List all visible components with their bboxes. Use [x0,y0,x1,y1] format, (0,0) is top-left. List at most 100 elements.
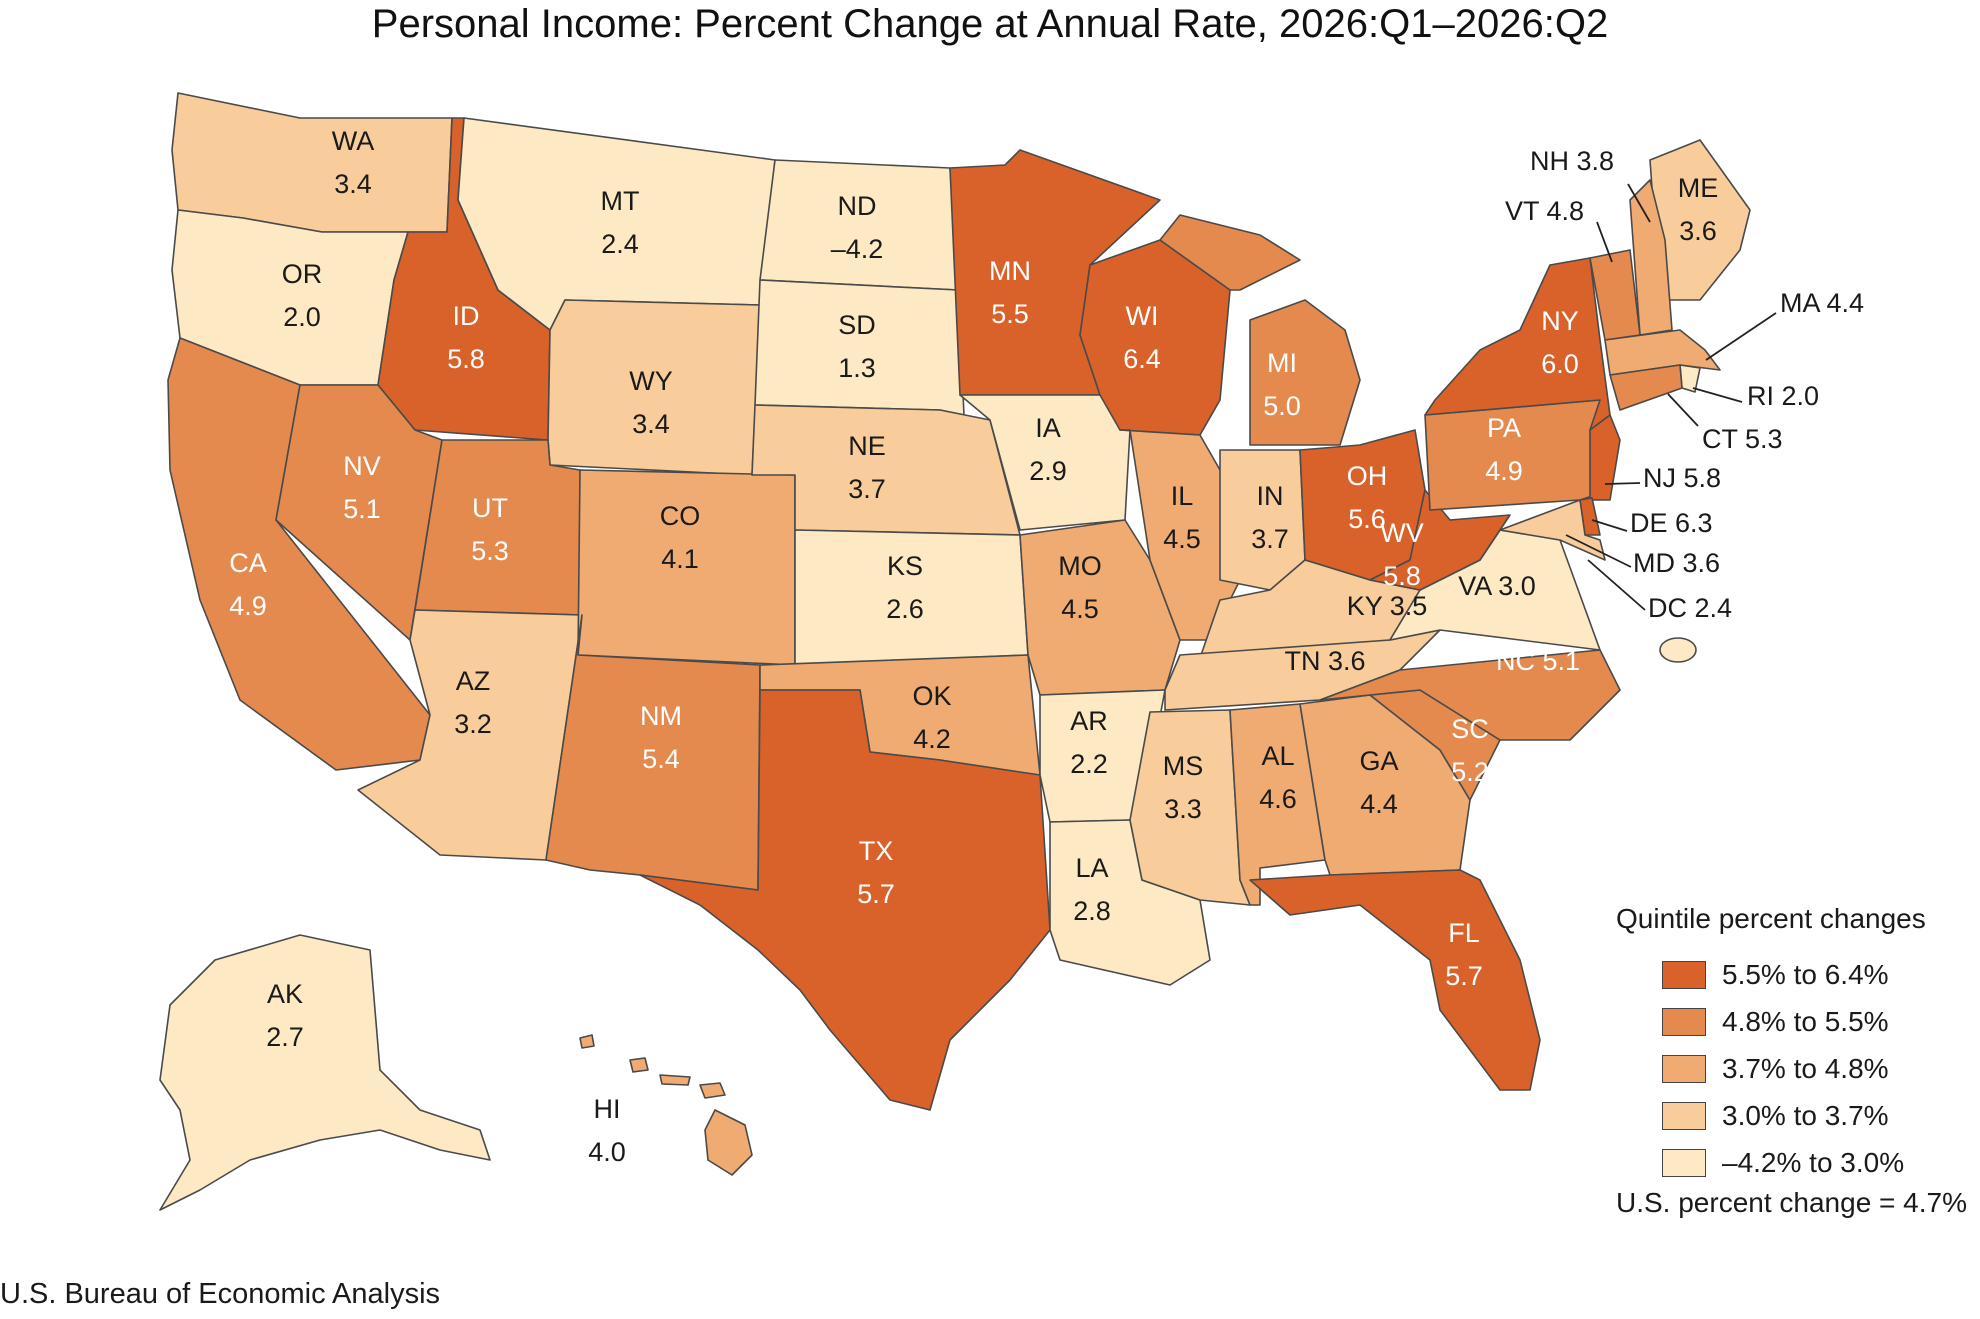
state-hi-part-4 [699,1082,726,1099]
state-label-va: VA 3.0 [1458,571,1536,601]
state-value-ia: 2.9 [1029,456,1067,486]
state-label-tn: TN 3.6 [1284,646,1365,676]
state-label-me: ME [1678,173,1719,203]
state-label-nv: NV [343,451,381,481]
state-value-az: 3.2 [454,709,492,739]
state-callout-ri: RI 2.0 [1747,381,1819,411]
state-value-nm: 5.4 [642,744,680,774]
legend-item: 5.5% to 6.4% [1662,958,1889,992]
state-value-ne: 3.7 [848,474,886,504]
state-label-wi: WI [1126,301,1159,331]
state-fl [1249,869,1541,1091]
state-callout-ma: MA 4.4 [1780,288,1864,318]
state-label-la: LA [1075,853,1108,883]
state-label-ar: AR [1070,706,1108,736]
state-value-fl: 5.7 [1445,961,1483,991]
state-label-ak: AK [267,979,303,1009]
state-value-nd: –4.2 [831,234,884,264]
state-label-mi: MI [1267,348,1297,378]
state-value-id: 5.8 [447,344,485,374]
state-value-ok: 4.2 [913,724,951,754]
state-value-ar: 2.2 [1070,749,1108,779]
state-nc [1319,649,1621,741]
state-mo [1019,519,1181,696]
state-value-sd: 1.3 [838,353,876,383]
state-callout-vt: VT 4.8 [1505,196,1584,226]
state-hi-part-5 [704,1109,753,1176]
state-md [1499,499,1606,561]
state-value-oh: 5.6 [1348,504,1386,534]
legend-title: Quintile percent changes [1616,903,1926,934]
state-value-hi: 4.0 [588,1137,626,1167]
state-ny [1424,257,1611,431]
state-callout-nj: NJ 5.8 [1643,463,1721,493]
legend-item: 3.0% to 3.7% [1662,1099,1889,1133]
state-value-me: 3.6 [1679,216,1717,246]
state-label-ks: KS [887,551,923,581]
state-value-al: 4.6 [1259,784,1297,814]
state-value-sc: 5.2 [1451,757,1489,787]
state-value-ks: 2.6 [886,594,924,624]
legend-label: 3.0% to 3.7% [1722,1100,1889,1131]
state-label-ut: UT [472,493,508,523]
state-label-ga: GA [1359,746,1398,776]
state-hi-part-3 [659,1074,691,1086]
state-value-ak: 2.7 [266,1022,304,1052]
state-ct [1609,364,1683,411]
map-title: Personal Income: Percent Change at Annua… [371,2,1609,46]
state-value-wv: 5.8 [1383,561,1421,591]
legend-swatch [1662,961,1706,989]
state-value-wa: 3.4 [334,169,372,199]
state-value-ca: 4.9 [229,591,267,621]
state-value-il: 4.5 [1163,524,1201,554]
state-value-mi: 5.0 [1263,391,1301,421]
state-label-co: CO [660,501,701,531]
state-nh [1629,179,1673,336]
state-label-mo: MO [1058,551,1102,581]
state-label-il: IL [1171,481,1194,511]
legend-label: 3.7% to 4.8% [1722,1053,1889,1084]
state-value-wi: 6.4 [1123,344,1161,374]
state-value-in: 3.7 [1251,524,1289,554]
us-percent-change: U.S. percent change = 4.7% [1616,1187,1967,1218]
state-label-in: IN [1257,481,1284,511]
state-in [1219,449,1306,591]
source-note: U.S. Bureau of Economic Analysis [0,1278,441,1310]
state-label-ny: NY [1541,306,1579,336]
state-value-nv: 5.1 [343,494,381,524]
state-value-ut: 5.3 [471,536,509,566]
state-label-tx: TX [859,836,894,866]
state-value-mo: 4.5 [1061,594,1099,624]
legend-item: 4.8% to 5.5% [1662,1005,1889,1039]
state-callout-md: MD 3.6 [1633,548,1720,578]
leader-ct [1667,393,1699,427]
state-nd [759,159,959,291]
state-value-wy: 3.4 [632,409,670,439]
state-value-tx: 5.7 [857,879,895,909]
state-value-mn: 5.5 [991,299,1029,329]
state-label-wy: WY [629,366,673,396]
state-hi-part-2 [629,1057,649,1073]
state-label-ia: IA [1035,413,1061,443]
state-ri [1679,364,1701,393]
state-label-ne: NE [848,431,886,461]
legend-swatch [1662,1008,1706,1036]
legend-swatch [1662,1055,1706,1083]
state-callout-dc: DC 2.4 [1648,593,1732,623]
state-label-id: ID [453,301,480,331]
legend-swatch [1662,1149,1706,1177]
state-label-ca: CA [229,548,267,578]
state-value-pa: 4.9 [1485,456,1523,486]
state-label-nm: NM [640,701,682,731]
state-label-al: AL [1261,741,1294,771]
state-wv [1369,489,1511,591]
state-label-wa: WA [332,126,375,156]
state-value-ga: 4.4 [1360,789,1398,819]
state-mi-part-1 [1159,214,1301,291]
state-wa [171,92,453,233]
state-label-or: OR [282,259,323,289]
state-label-ms: MS [1163,751,1204,781]
state-value-la: 2.8 [1073,896,1111,926]
state-label-pa: PA [1487,413,1521,443]
